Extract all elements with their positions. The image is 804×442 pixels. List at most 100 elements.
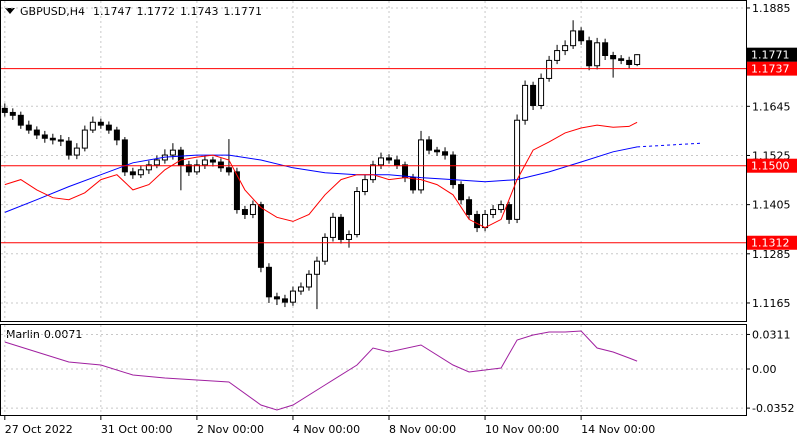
candle-body	[426, 139, 433, 151]
candle-body	[65, 140, 72, 156]
candle-body	[594, 42, 601, 67]
candle-body	[546, 59, 553, 79]
candle-body	[378, 157, 385, 166]
candle-body	[410, 177, 417, 191]
level-label: 1.1312	[751, 237, 790, 250]
candle-body	[249, 204, 256, 215]
candle-body	[586, 40, 593, 67]
x-tick-label: 10 Nov 00:00	[485, 423, 559, 436]
candle-body	[281, 298, 288, 303]
x-tick-label: 8 Nov 00:00	[389, 423, 456, 436]
y-tick-label: 1.1645	[752, 100, 791, 113]
candle-body	[305, 273, 312, 288]
candle-body	[25, 124, 32, 131]
open: 1.1747	[93, 5, 132, 18]
x-tick-label: 4 Nov 00:00	[293, 423, 360, 436]
header: GBPUSD,H4 1.1747 1.1772 1.1743 1.1771	[20, 5, 262, 18]
candle-body	[89, 121, 96, 131]
y-tick-label: 0.00	[752, 363, 777, 376]
candle-body	[490, 209, 497, 215]
low: 1.1743	[180, 5, 219, 18]
candle-body	[498, 204, 505, 211]
candle-body	[353, 191, 360, 236]
high: 1.1772	[136, 5, 175, 18]
candle-body	[9, 111, 16, 116]
candle-body	[578, 30, 585, 42]
x-tick-label: 31 Oct 00:00	[101, 423, 173, 436]
candle-body	[297, 286, 304, 292]
candle-body	[345, 234, 352, 240]
candle-body	[153, 159, 160, 166]
candle-body	[49, 137, 56, 141]
candle-body	[1, 107, 8, 113]
candle-body	[329, 216, 336, 238]
y-tick-label: 0.0311	[752, 328, 791, 341]
candle-body	[33, 129, 40, 136]
candle-body	[225, 167, 232, 173]
overlay-line	[4, 121, 638, 229]
candle-body	[177, 149, 184, 166]
candle-body	[442, 151, 449, 156]
candle-body	[570, 30, 577, 47]
candle-body	[137, 169, 144, 176]
candle-body	[145, 164, 152, 171]
candle-body	[361, 179, 368, 193]
level-box	[747, 61, 797, 76]
candle-body	[370, 164, 376, 181]
level-label: 1.1500	[751, 160, 790, 173]
candle-body	[73, 147, 80, 156]
x-tick-label: 2 Nov 00:00	[197, 423, 264, 436]
candle-body	[538, 77, 545, 106]
candle-body	[233, 171, 240, 211]
candle-body	[289, 290, 296, 303]
candle-body	[185, 164, 192, 173]
candle-body	[530, 84, 537, 106]
candle-body	[554, 50, 561, 61]
candle-body	[313, 260, 320, 275]
y-tick-label: 1.1285	[752, 248, 791, 261]
indicator-line	[4, 330, 638, 411]
candle-body	[514, 119, 521, 220]
candle-body	[482, 213, 489, 229]
symbol: GBPUSD,H4	[20, 5, 85, 18]
price-label: 1.1771	[751, 49, 790, 62]
candle-body	[273, 296, 280, 300]
candle-body	[57, 139, 64, 142]
candle-body	[618, 58, 625, 61]
candle-body	[386, 157, 393, 161]
candle-body	[562, 45, 569, 52]
level-box	[747, 158, 797, 173]
y-tick-label: 1.1885	[752, 2, 791, 15]
candle-body	[418, 139, 425, 191]
overlay-line	[637, 142, 702, 148]
indicator-panel	[0, 324, 747, 416]
x-tick-label: 14 Nov 00:00	[581, 423, 655, 436]
candle-body	[321, 236, 328, 262]
candle-body	[209, 159, 216, 163]
candle-body	[121, 139, 128, 173]
level-box	[747, 235, 797, 250]
candle-body	[41, 134, 48, 139]
candle-body	[17, 114, 24, 126]
candle-body	[450, 154, 457, 186]
overlay-line	[4, 146, 638, 213]
candle-body	[169, 149, 176, 156]
candle-body	[466, 199, 473, 215]
candle-body	[201, 159, 208, 166]
candle-body	[434, 149, 441, 153]
close: 1.1771	[223, 5, 262, 18]
candle-body	[129, 171, 136, 176]
candle-body	[522, 84, 529, 121]
candle-body	[193, 164, 200, 173]
candle-body	[217, 161, 224, 169]
candle-body	[257, 204, 264, 268]
candle-body	[394, 159, 401, 166]
candle-body	[265, 266, 272, 298]
candle-body	[474, 213, 481, 229]
candle-body	[337, 216, 344, 240]
candle-body	[634, 54, 641, 66]
x-tick-label: 27 Oct 2022	[5, 423, 73, 436]
candle-body	[113, 129, 120, 141]
candle-body	[105, 124, 112, 131]
